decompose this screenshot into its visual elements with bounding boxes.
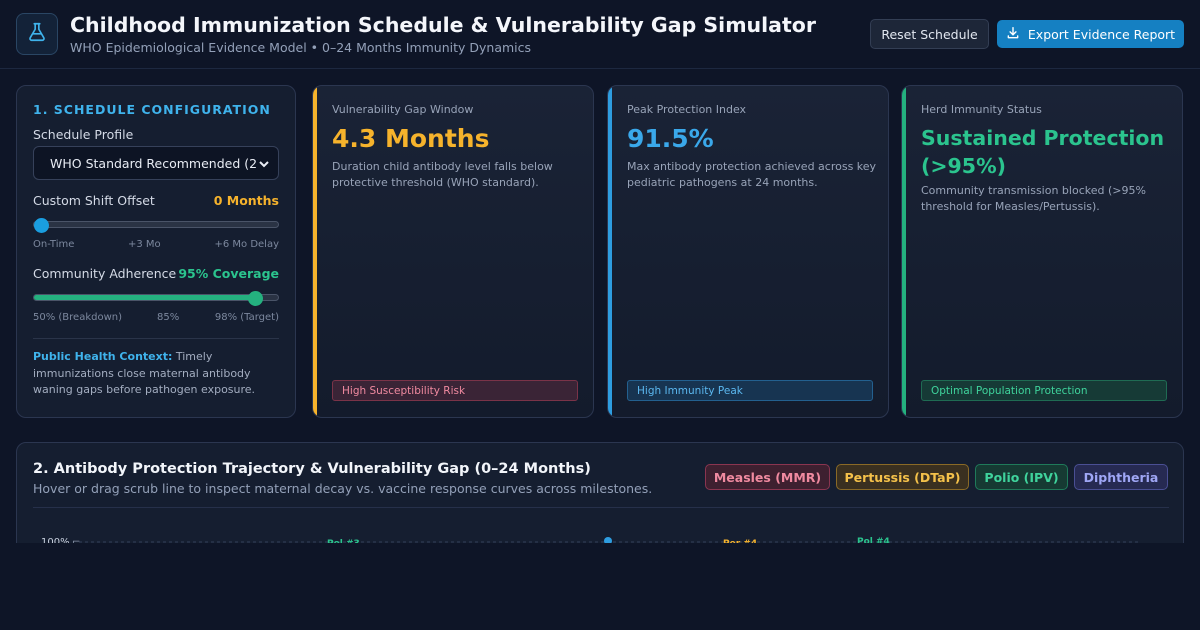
profile-label: Schedule Profile [33, 127, 134, 142]
peak-protection-card: Peak Protection Index 91.5% Max antibody… [607, 85, 889, 418]
card-label: Vulnerability Gap Window [332, 103, 474, 116]
status-badge: Optimal Population Protection [921, 380, 1167, 401]
status-badge: High Immunity Peak [627, 380, 873, 401]
app-header: Childhood Immunization Schedule & Vulner… [0, 0, 1200, 69]
polio-filter-chip[interactable]: Polio (IPV) [975, 464, 1068, 490]
card-value: 4.3 Months [332, 124, 490, 153]
app-subtitle: WHO Epidemiological Evidence Model • 0–2… [70, 40, 532, 55]
card-label: Herd Immunity Status [921, 103, 1042, 116]
y-tick-mark: ⌐ [72, 537, 80, 548]
download-icon [1006, 26, 1020, 43]
shift-label: Custom Shift Offset [33, 193, 155, 208]
measles-filter-chip[interactable]: Measles (MMR) [705, 464, 830, 490]
adherence-tick-mid: 85% [157, 312, 180, 323]
flask-icon [26, 21, 48, 47]
trajectory-title: 2. Antibody Protection Trajectory & Vuln… [33, 461, 591, 477]
shift-tick-end: +6 Mo Delay [214, 239, 279, 250]
trajectory-panel: 2. Antibody Protection Trajectory & Vuln… [16, 442, 1184, 562]
export-report-button[interactable]: Export Evidence Report [997, 20, 1184, 48]
viewport-bottom [0, 543, 1200, 630]
trajectory-divider [33, 507, 1169, 508]
card-value: Sustained Protection (>95%) [921, 126, 1165, 178]
schedule-config-panel: 1. SCHEDULE CONFIGURATION Schedule Profi… [16, 85, 296, 418]
chevron-down-icon [258, 158, 270, 173]
context-body: Timely immunizations close maternal anti… [33, 350, 256, 396]
shift-tick-start: On-Time [33, 239, 75, 250]
reset-schedule-button[interactable]: Reset Schedule [870, 19, 989, 49]
adherence-slider-fill [34, 295, 256, 300]
config-divider [33, 338, 279, 339]
vulnerability-gap-card: Vulnerability Gap Window 4.3 Months Dura… [312, 85, 594, 418]
card-accent-bar [608, 86, 612, 417]
shift-tick-mid: +3 Mo [128, 239, 161, 250]
adherence-slider[interactable] [33, 291, 279, 306]
trajectory-subtitle: Hover or drag scrub line to inspect mate… [33, 481, 653, 496]
adherence-tick-end: 98% (Target) [214, 312, 279, 323]
card-value: 91.5% [627, 124, 714, 153]
shift-slider[interactable] [33, 218, 279, 233]
card-accent-bar [313, 86, 317, 417]
adherence-label: Community Adherence [33, 266, 177, 281]
card-description: Max antibody protection achieved across … [627, 160, 877, 189]
shift-slider-thumb[interactable] [34, 218, 49, 233]
schedule-profile-select[interactable]: WHO Standard Recommended (2 [33, 146, 279, 180]
adherence-tick-start: 50% (Breakdown) [33, 312, 123, 323]
adherence-slider-thumb[interactable] [248, 291, 264, 306]
app-title: Childhood Immunization Schedule & Vulner… [70, 13, 816, 37]
diphtheria-filter-chip[interactable]: Diphtheria [1074, 464, 1168, 490]
export-label: Export Evidence Report [1027, 26, 1176, 42]
pertussis-filter-chip[interactable]: Pertussis (DTaP) [836, 464, 969, 490]
card-accent-bar [902, 86, 906, 417]
context-heading: Public Health Context: [33, 350, 173, 363]
milestone-pol-4: Pol #4 [857, 537, 890, 547]
app-logo [16, 13, 58, 55]
card-label: Peak Protection Index [627, 103, 747, 116]
shift-value: 0 Months [213, 193, 279, 208]
profile-value: WHO Standard Recommended (2 [50, 155, 258, 171]
public-health-context: Public Health Context: Timely immunizati… [33, 349, 283, 399]
config-heading: 1. SCHEDULE CONFIGURATION [33, 102, 271, 117]
card-description: Community transmission blocked (>95% thr… [921, 184, 1146, 213]
herd-immunity-card: Herd Immunity Status Sustained Protectio… [901, 85, 1183, 418]
y-tick-100: 100% [41, 537, 70, 548]
card-description: Duration child antibody level falls belo… [332, 160, 553, 189]
status-badge: High Susceptibility Risk [332, 380, 578, 401]
adherence-value: 95% Coverage [178, 266, 279, 281]
